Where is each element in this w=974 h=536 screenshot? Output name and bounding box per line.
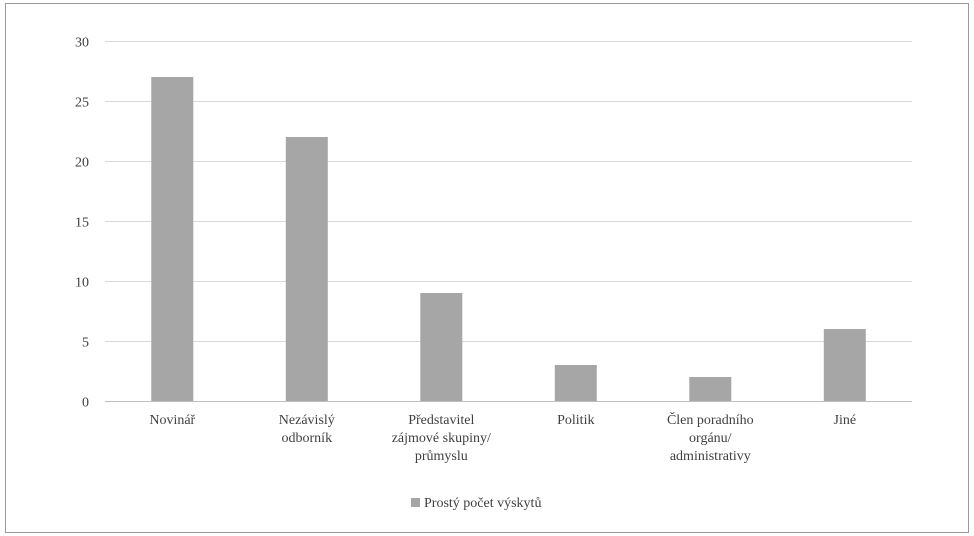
bar bbox=[286, 137, 328, 401]
x-category-label: Jiné bbox=[834, 413, 857, 428]
x-category-label-line: odborník bbox=[282, 431, 333, 446]
bar bbox=[151, 77, 193, 401]
x-category-label-line: orgánu/ bbox=[689, 431, 732, 446]
x-category-label-line: Jiné bbox=[834, 413, 857, 428]
bar bbox=[555, 365, 597, 401]
x-category-label-line: Představitel bbox=[408, 413, 474, 428]
bar bbox=[689, 377, 731, 401]
legend-label: Prostý počet výskytů bbox=[424, 496, 541, 511]
x-category-label-line: zájmové skupiny/ bbox=[392, 431, 491, 446]
x-category-label: Nezávislý odborník bbox=[279, 413, 335, 446]
bar bbox=[420, 293, 462, 401]
x-category-label-line: Politik bbox=[557, 413, 594, 428]
y-tick-label: 15 bbox=[75, 216, 89, 231]
x-category-label-line: Novinář bbox=[149, 413, 195, 428]
x-category-label: Novinář bbox=[149, 413, 195, 428]
y-tick-label: 20 bbox=[75, 156, 89, 171]
y-tick-label: 30 bbox=[75, 36, 89, 51]
x-category-label: Představitel zájmové skupiny/průmyslu bbox=[392, 413, 491, 464]
x-category-label-line: průmyslu bbox=[415, 449, 468, 464]
x-category-label-line: Nezávislý bbox=[279, 413, 335, 428]
y-tick-label: 0 bbox=[82, 396, 89, 411]
legend-swatch bbox=[411, 498, 420, 507]
x-category-label: Člen poradního orgánu/administrativy bbox=[667, 411, 754, 464]
gridlines bbox=[105, 42, 912, 342]
x-axis-category-labels: Novinář Nezávislý odborník Představitel zájm… bbox=[149, 411, 856, 464]
y-tick-label: 5 bbox=[82, 336, 89, 351]
bars bbox=[151, 77, 866, 401]
bar bbox=[824, 329, 866, 401]
x-category-label-line: Člen poradního bbox=[667, 411, 754, 428]
x-category-label: Politik bbox=[557, 413, 594, 428]
y-axis-tick-labels: 0 5 10 15 20 25 30 bbox=[75, 36, 89, 411]
y-tick-label: 25 bbox=[75, 96, 89, 111]
x-category-label-line: administrativy bbox=[670, 449, 751, 464]
legend: Prostý počet výskytů bbox=[411, 496, 541, 511]
y-tick-label: 10 bbox=[75, 276, 89, 291]
